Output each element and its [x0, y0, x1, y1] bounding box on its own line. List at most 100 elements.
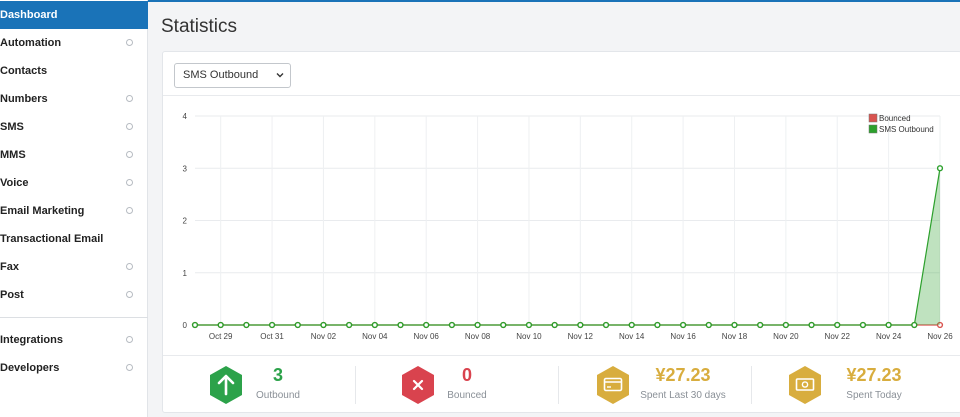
data-point-sms-outbound — [808, 321, 815, 329]
sidebar-item-label: Fax — [0, 261, 19, 273]
money-icon — [789, 366, 821, 404]
stat-outbound: 3 Outbound — [163, 356, 356, 414]
legend-label: Bounced — [879, 114, 911, 123]
sidebar-item-developers[interactable]: Developers — [0, 354, 148, 382]
data-point-sms-outbound — [397, 321, 404, 329]
sidebar-item-label: Email Marketing — [0, 205, 85, 217]
sidebar-item-dashboard[interactable]: Dashboard — [0, 1, 148, 29]
sidebar-item-automation[interactable]: Automation — [0, 29, 148, 57]
series-line-sms-outbound — [195, 168, 941, 326]
x-tick-label: Oct 29 — [209, 332, 233, 341]
data-point-sms-outbound — [577, 321, 584, 329]
sidebar-item-contacts[interactable]: Contacts — [0, 57, 148, 85]
stat-spent-today: ¥27.23 Spent Today — [752, 356, 960, 414]
data-point-sms-outbound — [320, 321, 327, 329]
stat-separator — [558, 366, 559, 404]
main-content: Statistics SMS Outbound 0 1 2 3 4 Oct 29 Oct 3… — [149, 0, 960, 417]
expand-dot-icon — [126, 39, 133, 46]
metric-select-value: SMS Outbound — [183, 69, 259, 81]
series-area-sms-outbound — [195, 168, 940, 325]
stat-bounced-value: 0 — [461, 365, 472, 385]
data-point-sms-outbound — [782, 321, 789, 329]
sidebar-item-label: Voice — [0, 177, 29, 189]
data-point-sms-outbound — [705, 321, 712, 329]
chevron-down-icon — [276, 73, 284, 78]
expand-dot-icon — [126, 179, 133, 186]
stat-outbound-value: 3 — [272, 365, 283, 385]
sidebar-item-label: Numbers — [0, 93, 48, 105]
data-point-sms-outbound — [757, 321, 764, 329]
y-tick-label: 0 — [183, 321, 188, 330]
data-point-sms-outbound — [859, 321, 867, 329]
expand-dot-icon — [126, 207, 133, 214]
stat-spent-30-days: ¥27.23 Spent Last 30 days — [559, 356, 752, 414]
stat-bounced-label: Bounced — [447, 390, 487, 401]
sidebar-item-mms[interactable]: MMS — [0, 141, 148, 169]
metric-select[interactable]: SMS Outbound — [174, 63, 291, 88]
data-point-sms-outbound — [371, 321, 378, 329]
stat-bounced: 0 Bounced — [366, 356, 559, 414]
sidebar-item-sms[interactable]: SMS — [0, 113, 148, 141]
x-tick-label: Nov 26 — [927, 332, 953, 341]
x-tick-label: Nov 08 — [465, 332, 491, 341]
expand-dot-icon — [126, 151, 133, 158]
data-point-sms-outbound — [911, 321, 918, 329]
sidebar-item-label: Transactional Email — [0, 233, 104, 245]
sidebar-item-label: Contacts — [0, 65, 48, 77]
expand-dot-icon — [126, 123, 133, 130]
sidebar-item-fax[interactable]: Fax — [0, 253, 148, 281]
data-point-sms-outbound — [885, 321, 892, 329]
expand-dot-icon — [126, 291, 133, 298]
data-point-sms-outbound — [243, 321, 250, 329]
chart-svg: 0 1 2 3 4 Oct 29 Oct 31 Nov 02 Nov 04 Nov 06 Nov 0… — [183, 112, 954, 341]
page-title: Statistics — [161, 16, 238, 37]
x-tick-label: Nov 24 — [876, 332, 902, 341]
stat-spent-today-label: Spent Today — [846, 390, 902, 401]
x-tick-label: Nov 14 — [619, 332, 645, 341]
x-tick-label: Nov 10 — [516, 332, 542, 341]
stat-separator — [751, 366, 752, 404]
y-tick-label: 4 — [183, 112, 188, 121]
data-point-sms-outbound — [268, 321, 276, 329]
card-header: SMS Outbound — [163, 52, 960, 96]
sidebar-item-post[interactable]: Post — [0, 281, 148, 309]
data-point-sms-outbound — [602, 321, 610, 329]
x-tick-label: Nov 22 — [825, 332, 851, 341]
data-point-sms-outbound — [294, 321, 301, 329]
data-point-sms-outbound — [551, 321, 558, 329]
sidebar-item-integrations[interactable]: Integrations — [0, 326, 148, 354]
data-point-sms-outbound — [628, 321, 635, 329]
sidebar-item-label: MMS — [0, 149, 26, 161]
x-icon — [402, 366, 434, 404]
legend-swatch — [868, 113, 878, 123]
x-tick-label: Nov 20 — [773, 332, 799, 341]
stat-spent-30-days-label: Spent Last 30 days — [640, 390, 726, 401]
y-tick-label: 1 — [183, 269, 188, 278]
data-point-sms-outbound — [448, 321, 455, 329]
stat-outbound-label: Outbound — [256, 390, 300, 401]
credit-card-icon — [597, 366, 629, 404]
legend-label: SMS Outbound — [879, 125, 934, 134]
sidebar-item-voice[interactable]: Voice — [0, 169, 148, 197]
sidebar-item-label: SMS — [0, 121, 24, 133]
statistics-chart: 0 1 2 3 4 Oct 29 Oct 31 Nov 02 Nov 04 Nov 06 Nov 0… — [163, 97, 960, 355]
expand-dot-icon — [126, 263, 133, 270]
sidebar-item-numbers[interactable]: Numbers — [0, 85, 148, 113]
expand-dot-icon — [126, 95, 133, 102]
x-tick-label: Nov 18 — [722, 332, 748, 341]
x-tick-label: Oct 31 — [260, 332, 284, 341]
data-point-sms-outbound — [834, 321, 841, 329]
stat-spent-today-value: ¥27.23 — [846, 365, 902, 385]
expand-dot-icon — [126, 336, 133, 343]
stat-spent-30-days-value: ¥27.23 — [655, 365, 711, 385]
sidebar-item-transactional-email[interactable]: Transactional Email — [0, 225, 148, 253]
data-point-sms-outbound — [936, 165, 944, 172]
sidebar-item-email-marketing[interactable]: Email Marketing — [0, 197, 148, 225]
sidebar-item-label: Developers — [0, 362, 60, 374]
x-tick-label: Nov 16 — [670, 332, 696, 341]
data-point-bounced — [936, 321, 944, 329]
data-point-sms-outbound — [680, 321, 687, 329]
sidebar-item-label: Post — [0, 289, 24, 301]
sidebar-item-label: Dashboard — [0, 9, 58, 21]
data-point-sms-outbound — [191, 321, 199, 329]
